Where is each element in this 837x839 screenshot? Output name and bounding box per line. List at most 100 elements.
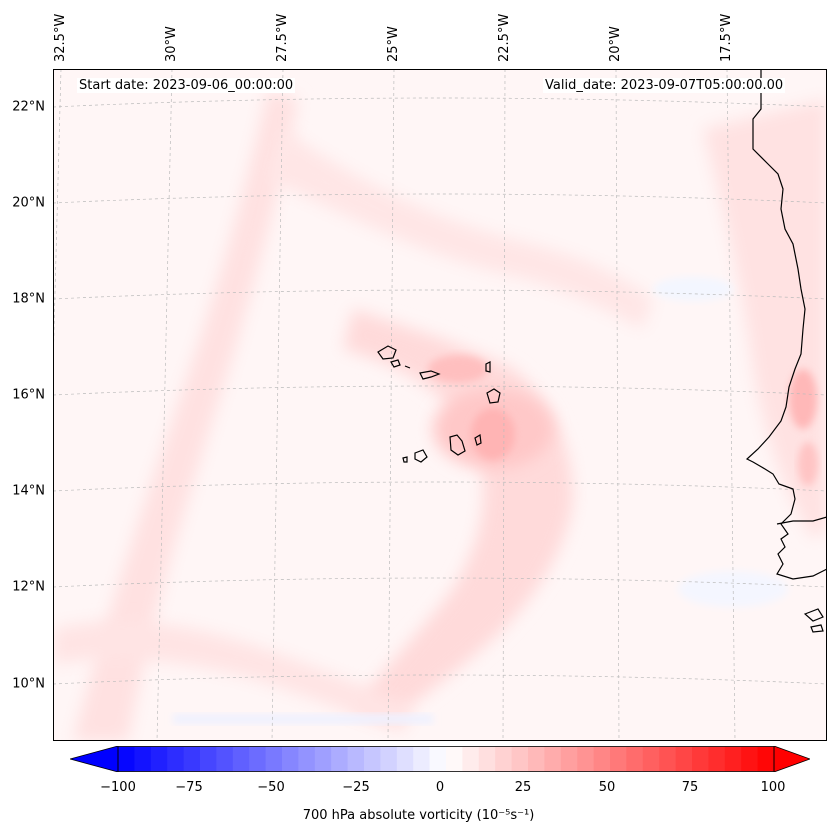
gridline-lon-20w xyxy=(615,69,620,741)
colorbar xyxy=(70,746,810,772)
colorbar-swatch xyxy=(298,746,316,772)
colorbar-swatch xyxy=(249,746,267,772)
island-boa-vista xyxy=(486,388,501,404)
colorbar-swatch xyxy=(495,746,513,772)
vorticity-band-north xyxy=(268,129,653,329)
graticule xyxy=(53,69,827,741)
gridline-lat-18n xyxy=(53,289,827,300)
colorbar-swatch xyxy=(757,746,775,772)
colorbar-swatch xyxy=(741,746,759,772)
lon-label-32-5w: 32.5°W xyxy=(53,13,68,62)
vorticity-negative-patch-2 xyxy=(678,571,788,607)
lon-label-27-5w: 27.5°W xyxy=(275,13,290,62)
cape-verde-islands xyxy=(377,345,501,463)
colorbar-swatch xyxy=(265,746,283,772)
island-santa-luzia xyxy=(404,365,411,369)
colorbar-swatch xyxy=(642,746,660,772)
cb-tick-0: 0 xyxy=(435,780,445,795)
gridline-lon-25w xyxy=(387,69,395,741)
colorbar-swatch xyxy=(364,746,381,772)
gridline-lat-16n xyxy=(53,385,827,396)
colorbar-swatch xyxy=(282,746,299,772)
colorbar-swatch xyxy=(331,746,349,772)
cb-tick-minus-75: −75 xyxy=(175,780,203,795)
colorbar-swatch xyxy=(626,746,644,772)
colorbar-outline xyxy=(117,746,775,772)
gridline-lon-27-5w xyxy=(271,69,284,741)
vorticity-negative-strip xyxy=(173,714,433,724)
colorbar-swatch xyxy=(528,746,545,772)
gridline-lat-14n xyxy=(53,481,827,492)
cb-tick-minus-100: −100 xyxy=(100,780,136,795)
vorticity-coastal-max-2 xyxy=(798,442,818,486)
island-santo-antao xyxy=(377,345,397,360)
cb-tick-100: 100 xyxy=(760,780,786,795)
gridline-lat-20n xyxy=(53,193,827,204)
gridline-lat-10n xyxy=(53,674,827,685)
lat-label-18n: 18°N xyxy=(12,291,45,307)
africa-coastline xyxy=(745,69,827,580)
colorbar-swatch xyxy=(134,746,152,772)
vorticity-max-core xyxy=(471,408,515,460)
colorbar-swatch xyxy=(183,746,201,772)
start-date-label: Start date: 2023-09-06_00:00:00 xyxy=(77,78,296,93)
colorbar-swatch xyxy=(511,746,529,772)
lat-label-14n: 14°N xyxy=(12,483,45,499)
island-sao-nicolau xyxy=(419,370,441,380)
cb-tick-minus-50: −50 xyxy=(257,780,285,795)
coastlines xyxy=(745,69,827,633)
cb-tick-minus-25: −25 xyxy=(342,780,370,795)
colorbar-swatch xyxy=(560,746,578,772)
island-maio xyxy=(474,434,482,446)
colorbar-swatch xyxy=(314,746,332,772)
island-santiago xyxy=(449,434,466,456)
cb-tick-25: 25 xyxy=(514,780,532,795)
lat-label-16n: 16°N xyxy=(12,387,45,403)
vorticity-map[interactable] xyxy=(53,69,827,741)
colorbar-swatch xyxy=(593,746,611,772)
colorbar-swatch xyxy=(347,746,365,772)
colorbar-swatch xyxy=(577,746,595,772)
vorticity-negative-patch xyxy=(653,277,733,301)
colorbar-swatch xyxy=(446,746,463,772)
colorbar-swatch xyxy=(724,746,742,772)
vorticity-band-southwest xyxy=(53,620,413,734)
map-border xyxy=(53,69,827,741)
colorbar-swatch xyxy=(380,746,398,772)
gambia-estuary xyxy=(776,516,827,525)
island-sal xyxy=(485,361,491,373)
lat-label-22n: 22°N xyxy=(12,99,45,115)
vorticity-band-east xyxy=(703,99,827,539)
colorbar-extend-min xyxy=(70,746,119,772)
colorbar-swatch xyxy=(429,746,447,772)
colorbar-swatch xyxy=(396,746,414,772)
colorbar-swatch xyxy=(200,746,217,772)
colorbar-swatch xyxy=(610,746,627,772)
colorbar-label: 700 hPa absolute vorticity (10⁻⁵s⁻¹) xyxy=(302,808,535,823)
colorbar-swatch xyxy=(150,746,168,772)
vorticity-field xyxy=(53,89,827,741)
cb-tick-50: 50 xyxy=(598,780,616,795)
vorticity-band-west xyxy=(73,89,298,741)
gridline-lat-22n xyxy=(53,97,827,108)
colorbar-swatch xyxy=(413,746,431,772)
colorbar-swatch xyxy=(659,746,677,772)
colorbar-swatch xyxy=(544,746,562,772)
colorbar-swatch xyxy=(708,746,726,772)
lat-label-12n: 12°N xyxy=(12,579,45,595)
gridline-lat-12n xyxy=(53,577,827,588)
bijagos-islands xyxy=(803,608,824,633)
colorbar-swatch xyxy=(692,746,709,772)
colorbar-swatches xyxy=(118,746,775,772)
gridline-lon-17-5w xyxy=(726,69,736,741)
gridline-lon-30w xyxy=(156,69,173,741)
lon-label-22-5w: 22.5°W xyxy=(497,13,512,62)
lon-label-30w: 30°W xyxy=(164,26,179,62)
lon-label-20w: 20°W xyxy=(608,26,623,62)
vorticity-north-core xyxy=(428,355,488,383)
colorbar-swatch xyxy=(462,746,480,772)
island-fogo xyxy=(414,449,428,463)
lat-label-10n: 10°N xyxy=(12,676,45,692)
colorbar-swatch xyxy=(232,746,250,772)
lat-label-20n: 20°N xyxy=(12,195,45,211)
